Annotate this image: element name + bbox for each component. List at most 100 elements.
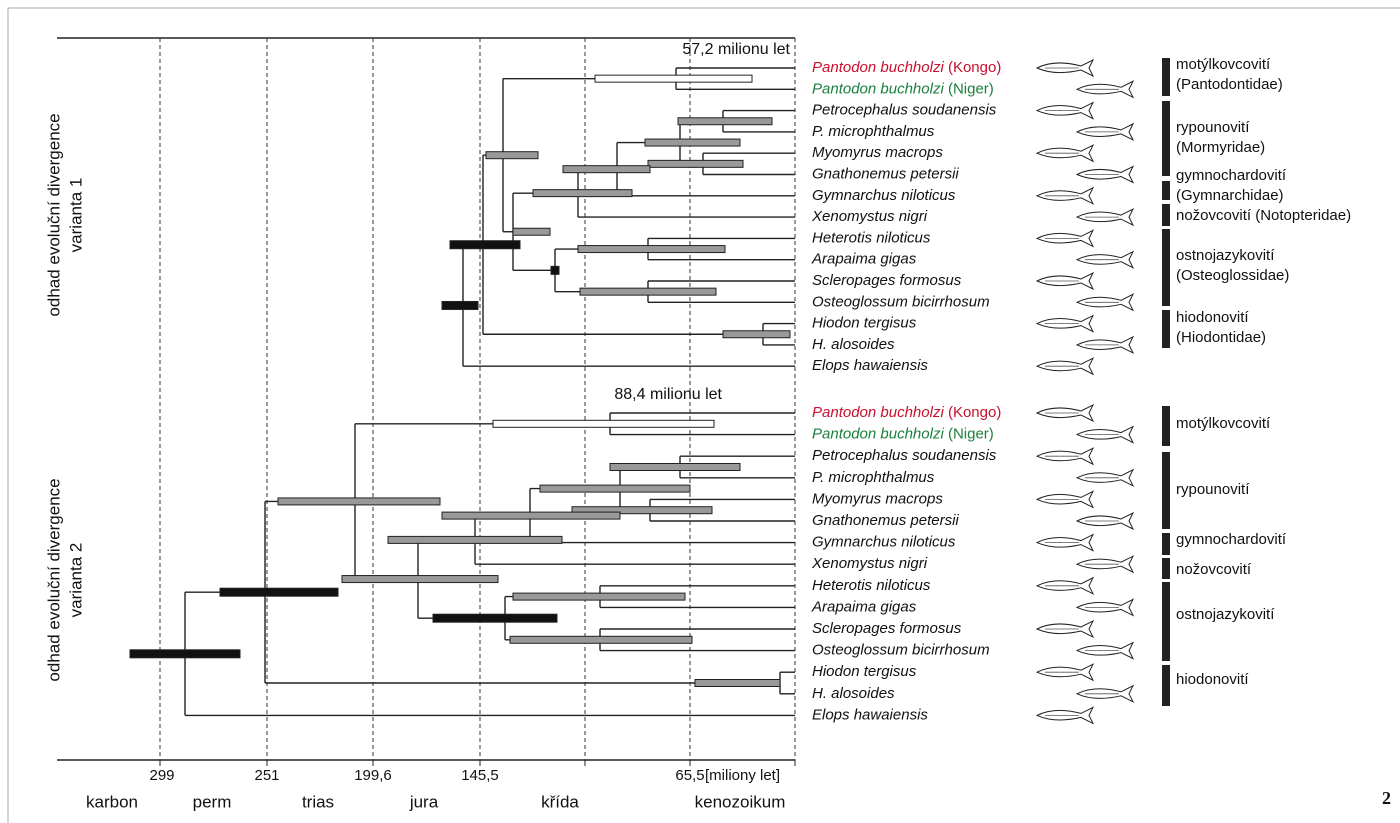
species-label: Gnathonemus petersii xyxy=(812,165,959,182)
divergence-bar xyxy=(342,576,498,583)
divergence-bar xyxy=(388,536,562,543)
family-bar xyxy=(1162,181,1170,200)
species-label: Pantodon buchholzi (Kongo) xyxy=(812,404,1001,421)
locality: (Niger) xyxy=(948,426,994,443)
species-label: Scleropages formosus xyxy=(812,620,962,637)
family-bar xyxy=(1162,558,1170,579)
species-label: Osteoglossum bicirrhosum xyxy=(812,293,990,310)
family-label: (Gymnarchidae) xyxy=(1176,187,1284,204)
divergence-bar xyxy=(220,588,338,596)
divergence-bar xyxy=(695,680,780,687)
family-label: ostnojazykovití xyxy=(1176,247,1275,264)
species-name: Petrocephalus soudanensis xyxy=(812,447,997,464)
species-name: Xenomystus nigri xyxy=(811,555,928,572)
panel-label-line: odhad evoluční divergence xyxy=(44,478,63,681)
species-name: Gnathonemus petersii xyxy=(812,165,959,182)
family-bar xyxy=(1162,533,1170,555)
species-name: Xenomystus nigri xyxy=(811,208,928,225)
family-label: gymnochardovití xyxy=(1176,167,1287,184)
species-label: Elops hawaiensis xyxy=(812,706,928,723)
time-tick-label: 145,5 xyxy=(461,767,499,784)
species-name: Scleropages formosus xyxy=(812,272,962,289)
species-name: H. alosoides xyxy=(812,336,895,353)
divergence-bar xyxy=(130,650,240,658)
time-tick-label: 199,6 xyxy=(354,767,392,784)
divergence-bar xyxy=(513,228,550,235)
species-label: Gnathonemus petersii xyxy=(812,512,959,529)
era-label: trias xyxy=(302,792,334,811)
species-label: Gymnarchus niloticus xyxy=(812,187,956,204)
species-name: Gymnarchus niloticus xyxy=(812,534,956,551)
time-tick-label: 299 xyxy=(149,767,174,784)
family-bar xyxy=(1162,452,1170,529)
family-label: hiodonovití xyxy=(1176,671,1249,688)
species-name: Gymnarchus niloticus xyxy=(812,187,956,204)
age-note: 57,2 milionu let xyxy=(682,41,790,58)
species-label: Petrocephalus soudanensis xyxy=(812,102,997,119)
species-label: Hiodon tergisus xyxy=(812,663,917,680)
species-name: H. alosoides xyxy=(812,685,895,702)
species-label: Elops hawaiensis xyxy=(812,357,928,374)
species-name: Gnathonemus petersii xyxy=(812,512,959,529)
species-name: Hiodon tergisus xyxy=(812,315,917,332)
species-name: P. microphthalmus xyxy=(812,469,935,486)
figure: 2 299251199,6145,565,5[miliony let]karbo… xyxy=(0,0,1400,823)
divergence-bar xyxy=(486,152,538,159)
family-label: (Pantodontidae) xyxy=(1176,76,1283,93)
family-label: gymnochardovití xyxy=(1176,531,1287,548)
time-tick-label: 65,5 xyxy=(675,767,704,784)
species-name: Pantodon buchholzi xyxy=(812,426,944,443)
family-label: ostnojazykovití xyxy=(1176,606,1275,623)
family-label: (Mormyridae) xyxy=(1176,139,1265,156)
species-name: Arapaima gigas xyxy=(811,251,917,268)
species-label: Heterotis niloticus xyxy=(812,229,931,246)
species-name: Heterotis niloticus xyxy=(812,577,931,594)
species-name: Myomyrus macrops xyxy=(812,144,943,161)
family-label: hiodonovití xyxy=(1176,309,1249,326)
divergence-bar xyxy=(595,75,752,82)
family-bar xyxy=(1162,204,1170,226)
family-bar xyxy=(1162,582,1170,661)
divergence-bar xyxy=(510,636,692,643)
species-name: Pantodon buchholzi xyxy=(812,80,944,97)
species-label: Myomyrus macrops xyxy=(812,490,943,507)
species-name: Scleropages formosus xyxy=(812,620,962,637)
species-name: Pantodon buchholzi xyxy=(812,59,944,76)
family-label: (Hiodontidae) xyxy=(1176,329,1266,346)
species-label: H. alosoides xyxy=(812,336,895,353)
era-label: karbon xyxy=(86,792,138,811)
species-name: Pantodon buchholzi xyxy=(812,404,944,421)
divergence-bar xyxy=(648,160,743,167)
divergence-bar xyxy=(442,512,620,519)
species-label: Arapaima gigas xyxy=(811,251,917,268)
species-name: Arapaima gigas xyxy=(811,598,917,615)
species-label: Xenomystus nigri xyxy=(811,208,928,225)
time-unit: [miliony let] xyxy=(705,767,780,784)
divergence-bar xyxy=(450,241,520,249)
divergence-bar xyxy=(513,593,685,600)
family-label: rypounovití xyxy=(1176,481,1250,498)
divergence-bar xyxy=(645,139,740,146)
species-label: Hiodon tergisus xyxy=(812,315,917,332)
species-label: Gymnarchus niloticus xyxy=(812,534,956,551)
time-tick-label: 251 xyxy=(254,767,279,784)
divergence-bar xyxy=(433,614,557,622)
family-bar xyxy=(1162,665,1170,706)
family-bar xyxy=(1162,310,1170,348)
family-label: motýlkovcovití xyxy=(1176,415,1271,432)
family-label: nožovcovití xyxy=(1176,561,1252,578)
divergence-bar xyxy=(540,485,690,492)
species-label: Pantodon buchholzi (Niger) xyxy=(812,80,994,97)
species-name: Petrocephalus soudanensis xyxy=(812,102,997,119)
panel-label-line: varianta 2 xyxy=(66,543,85,618)
era-label: křída xyxy=(541,792,579,811)
species-label: Heterotis niloticus xyxy=(812,577,931,594)
species-name: Osteoglossum bicirrhosum xyxy=(812,293,990,310)
divergence-bar xyxy=(578,246,725,253)
species-label: Arapaima gigas xyxy=(811,598,917,615)
family-bar xyxy=(1162,58,1170,96)
species-label: H. alosoides xyxy=(812,685,895,702)
family-label: nožovcovití (Notopteridae) xyxy=(1176,207,1351,224)
divergence-bar xyxy=(533,190,632,197)
